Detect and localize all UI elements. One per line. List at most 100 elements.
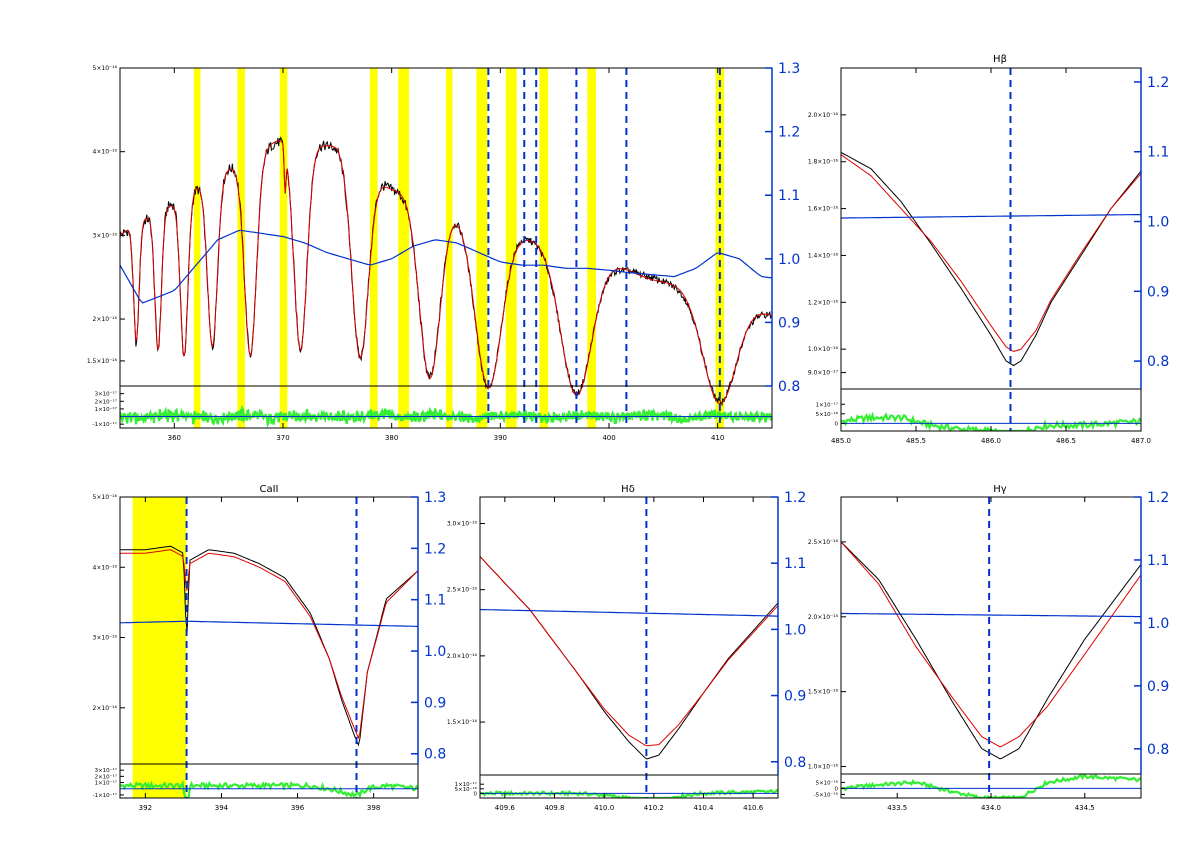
residual-tick-label: 2×10⁻¹⁷ — [95, 398, 117, 405]
y-tick-label: 1.0×10⁻¹⁶ — [808, 346, 839, 353]
x-tick-label: 485.5 — [906, 437, 926, 445]
right-axis-tick-label: 0.9 — [1147, 679, 1169, 695]
plot-area — [841, 68, 1141, 431]
right-axis-tick-label: 0.8 — [784, 755, 806, 771]
y-tick-label: 5×10⁻¹⁶ — [93, 494, 118, 501]
observed-spectrum-line — [841, 151, 1141, 367]
residual-frame — [119, 763, 419, 799]
right-axis-tick-label: 1.0 — [1147, 215, 1169, 231]
y-tick-label: 3×10⁻¹⁶ — [93, 232, 118, 239]
right-axis-tick-label: 1.2 — [1147, 490, 1169, 506]
right-axis-tick-label: 1.2 — [1147, 75, 1169, 91]
residual-tick-label: 5×10⁻¹⁸ — [455, 786, 478, 793]
residual-frame — [119, 385, 773, 429]
panel-h-delta: Hδ 409.6 409.8 410.0 410.2 410.4 410.6 1.5×10⁻… — [447, 484, 806, 812]
right-axis-tick-label: 1.1 — [1147, 145, 1169, 161]
y-tick-label: 4×10⁻¹⁶ — [93, 149, 118, 156]
masked-region — [193, 68, 201, 428]
right-axis-tick-label: 1.3 — [424, 490, 446, 506]
masked-region — [587, 68, 596, 428]
residual-tick-label: 0 — [835, 786, 839, 792]
normalization-curve — [120, 620, 418, 627]
model-spectrum-line — [480, 556, 778, 747]
residual-tick-label: 3×10⁻¹⁷ — [95, 767, 117, 774]
right-axis-tick-label: 0.8 — [1147, 742, 1169, 758]
right-axis-tick-label: 1.0 — [1147, 616, 1169, 632]
x-tick-label: 400 — [602, 434, 615, 442]
residual-tick-label: -1×10⁻¹⁷ — [93, 792, 117, 799]
right-axis-tick-label: 0.8 — [424, 747, 446, 763]
y-tick-label: 2.0×10⁻¹⁶ — [808, 614, 839, 621]
right-axis-tick-label: 1.1 — [424, 593, 446, 609]
y-tick-label: 5×10⁻¹⁶ — [93, 65, 118, 72]
right-axis-tick-label: 1.0 — [778, 252, 800, 268]
residual-curve — [120, 404, 772, 428]
x-tick-label: 360 — [168, 434, 181, 442]
residual-tick-label: -5×10⁻¹⁸ — [814, 791, 839, 798]
y-tick-label: 1.4×10⁻¹⁶ — [808, 252, 839, 259]
residual-tick-label: -1×10⁻¹⁷ — [93, 421, 117, 428]
x-tick-label: 410.6 — [743, 804, 764, 812]
normalization-curve — [841, 612, 1141, 618]
x-tick-label: 410 — [711, 434, 724, 442]
right-axis-tick-label: 1.1 — [784, 556, 806, 572]
right-axis-tick-label: 0.9 — [784, 689, 806, 705]
x-tick-label: 410.4 — [693, 804, 714, 812]
model-spectrum-line — [841, 541, 1141, 748]
plot-area — [120, 497, 418, 798]
y-tick-label: 1.5×10⁻¹⁶ — [808, 689, 839, 696]
right-axis-tick-label: 0.8 — [778, 379, 800, 395]
x-tick-label: 433.5 — [887, 804, 907, 812]
plot-area — [120, 68, 772, 428]
x-tick-label: 410.2 — [644, 804, 664, 812]
residual-tick-label: 0 — [835, 421, 839, 427]
residual-tick-label: 0 — [474, 791, 478, 797]
x-tick-label: 486.5 — [1056, 437, 1076, 445]
masked-region — [237, 68, 245, 428]
y-tick-label: 2.0×10⁻¹⁶ — [447, 653, 478, 660]
residual-tick-label: 1×10⁻¹⁷ — [95, 780, 117, 787]
masked-region — [476, 68, 488, 428]
y-tick-label: 1.8×10⁻¹⁶ — [808, 159, 839, 166]
y-tick-label: 2.0×10⁻¹⁶ — [808, 112, 839, 119]
y-tick-label: 3.0×10⁻¹⁶ — [447, 520, 478, 527]
y-tick-label: 2.5×10⁻¹⁶ — [808, 539, 839, 546]
right-axis-tick-label: 0.9 — [778, 315, 800, 331]
residual-tick-label: 5×10⁻¹⁸ — [816, 779, 839, 786]
panel-title: Hδ — [621, 484, 635, 495]
panel-title: CaII — [259, 484, 278, 495]
normalization-curve — [841, 213, 1141, 219]
masked-region — [132, 497, 187, 798]
y-tick-label: 3×10⁻¹⁶ — [93, 635, 118, 642]
model-spectrum-line — [841, 154, 1141, 353]
y-tick-label: 1.2×10⁻¹⁶ — [808, 299, 839, 306]
residual-curve — [480, 788, 778, 798]
x-tick-label: 409.6 — [495, 804, 516, 812]
plot-area — [480, 497, 778, 798]
residual-tick-label: 1×10⁻¹⁷ — [95, 406, 117, 413]
right-axis-tick-label: 0.9 — [424, 695, 446, 711]
residual-tick-label: 1×10⁻¹⁷ — [816, 401, 838, 408]
masked-region — [539, 68, 549, 428]
normalization-curve — [120, 229, 772, 304]
residual-tick-label: 2×10⁻¹⁷ — [95, 773, 117, 780]
x-tick-label: 398 — [367, 804, 380, 812]
residual-frame — [479, 774, 779, 799]
right-axis-tick-label: 1.2 — [784, 490, 806, 506]
right-axis-tick-label: 0.8 — [1147, 354, 1169, 370]
right-axis-tick-label: 1.1 — [778, 188, 800, 204]
right-axis-tick-label: 1.0 — [784, 622, 806, 638]
normalization-curve — [480, 608, 778, 617]
x-tick-label: 434.5 — [1075, 804, 1095, 812]
x-tick-label: 396 — [291, 804, 305, 812]
masked-region — [398, 68, 410, 428]
x-tick-label: 486.0 — [981, 437, 1001, 445]
x-tick-label: 485.0 — [831, 437, 851, 445]
y-tick-label: 2.5×10⁻¹⁶ — [447, 587, 478, 594]
residual-tick-label: 3×10⁻¹⁷ — [95, 391, 117, 398]
panel-title: Hγ — [993, 484, 1007, 495]
right-axis-tick-label: 1.1 — [1147, 553, 1169, 569]
residual-tick-label: 5×10⁻¹⁸ — [816, 411, 839, 418]
panel-h-beta: Hβ 485.0 485.5 486.0 486.5 487.0 9.0×10⁻¹⁷ 1.0… — [808, 54, 1169, 445]
